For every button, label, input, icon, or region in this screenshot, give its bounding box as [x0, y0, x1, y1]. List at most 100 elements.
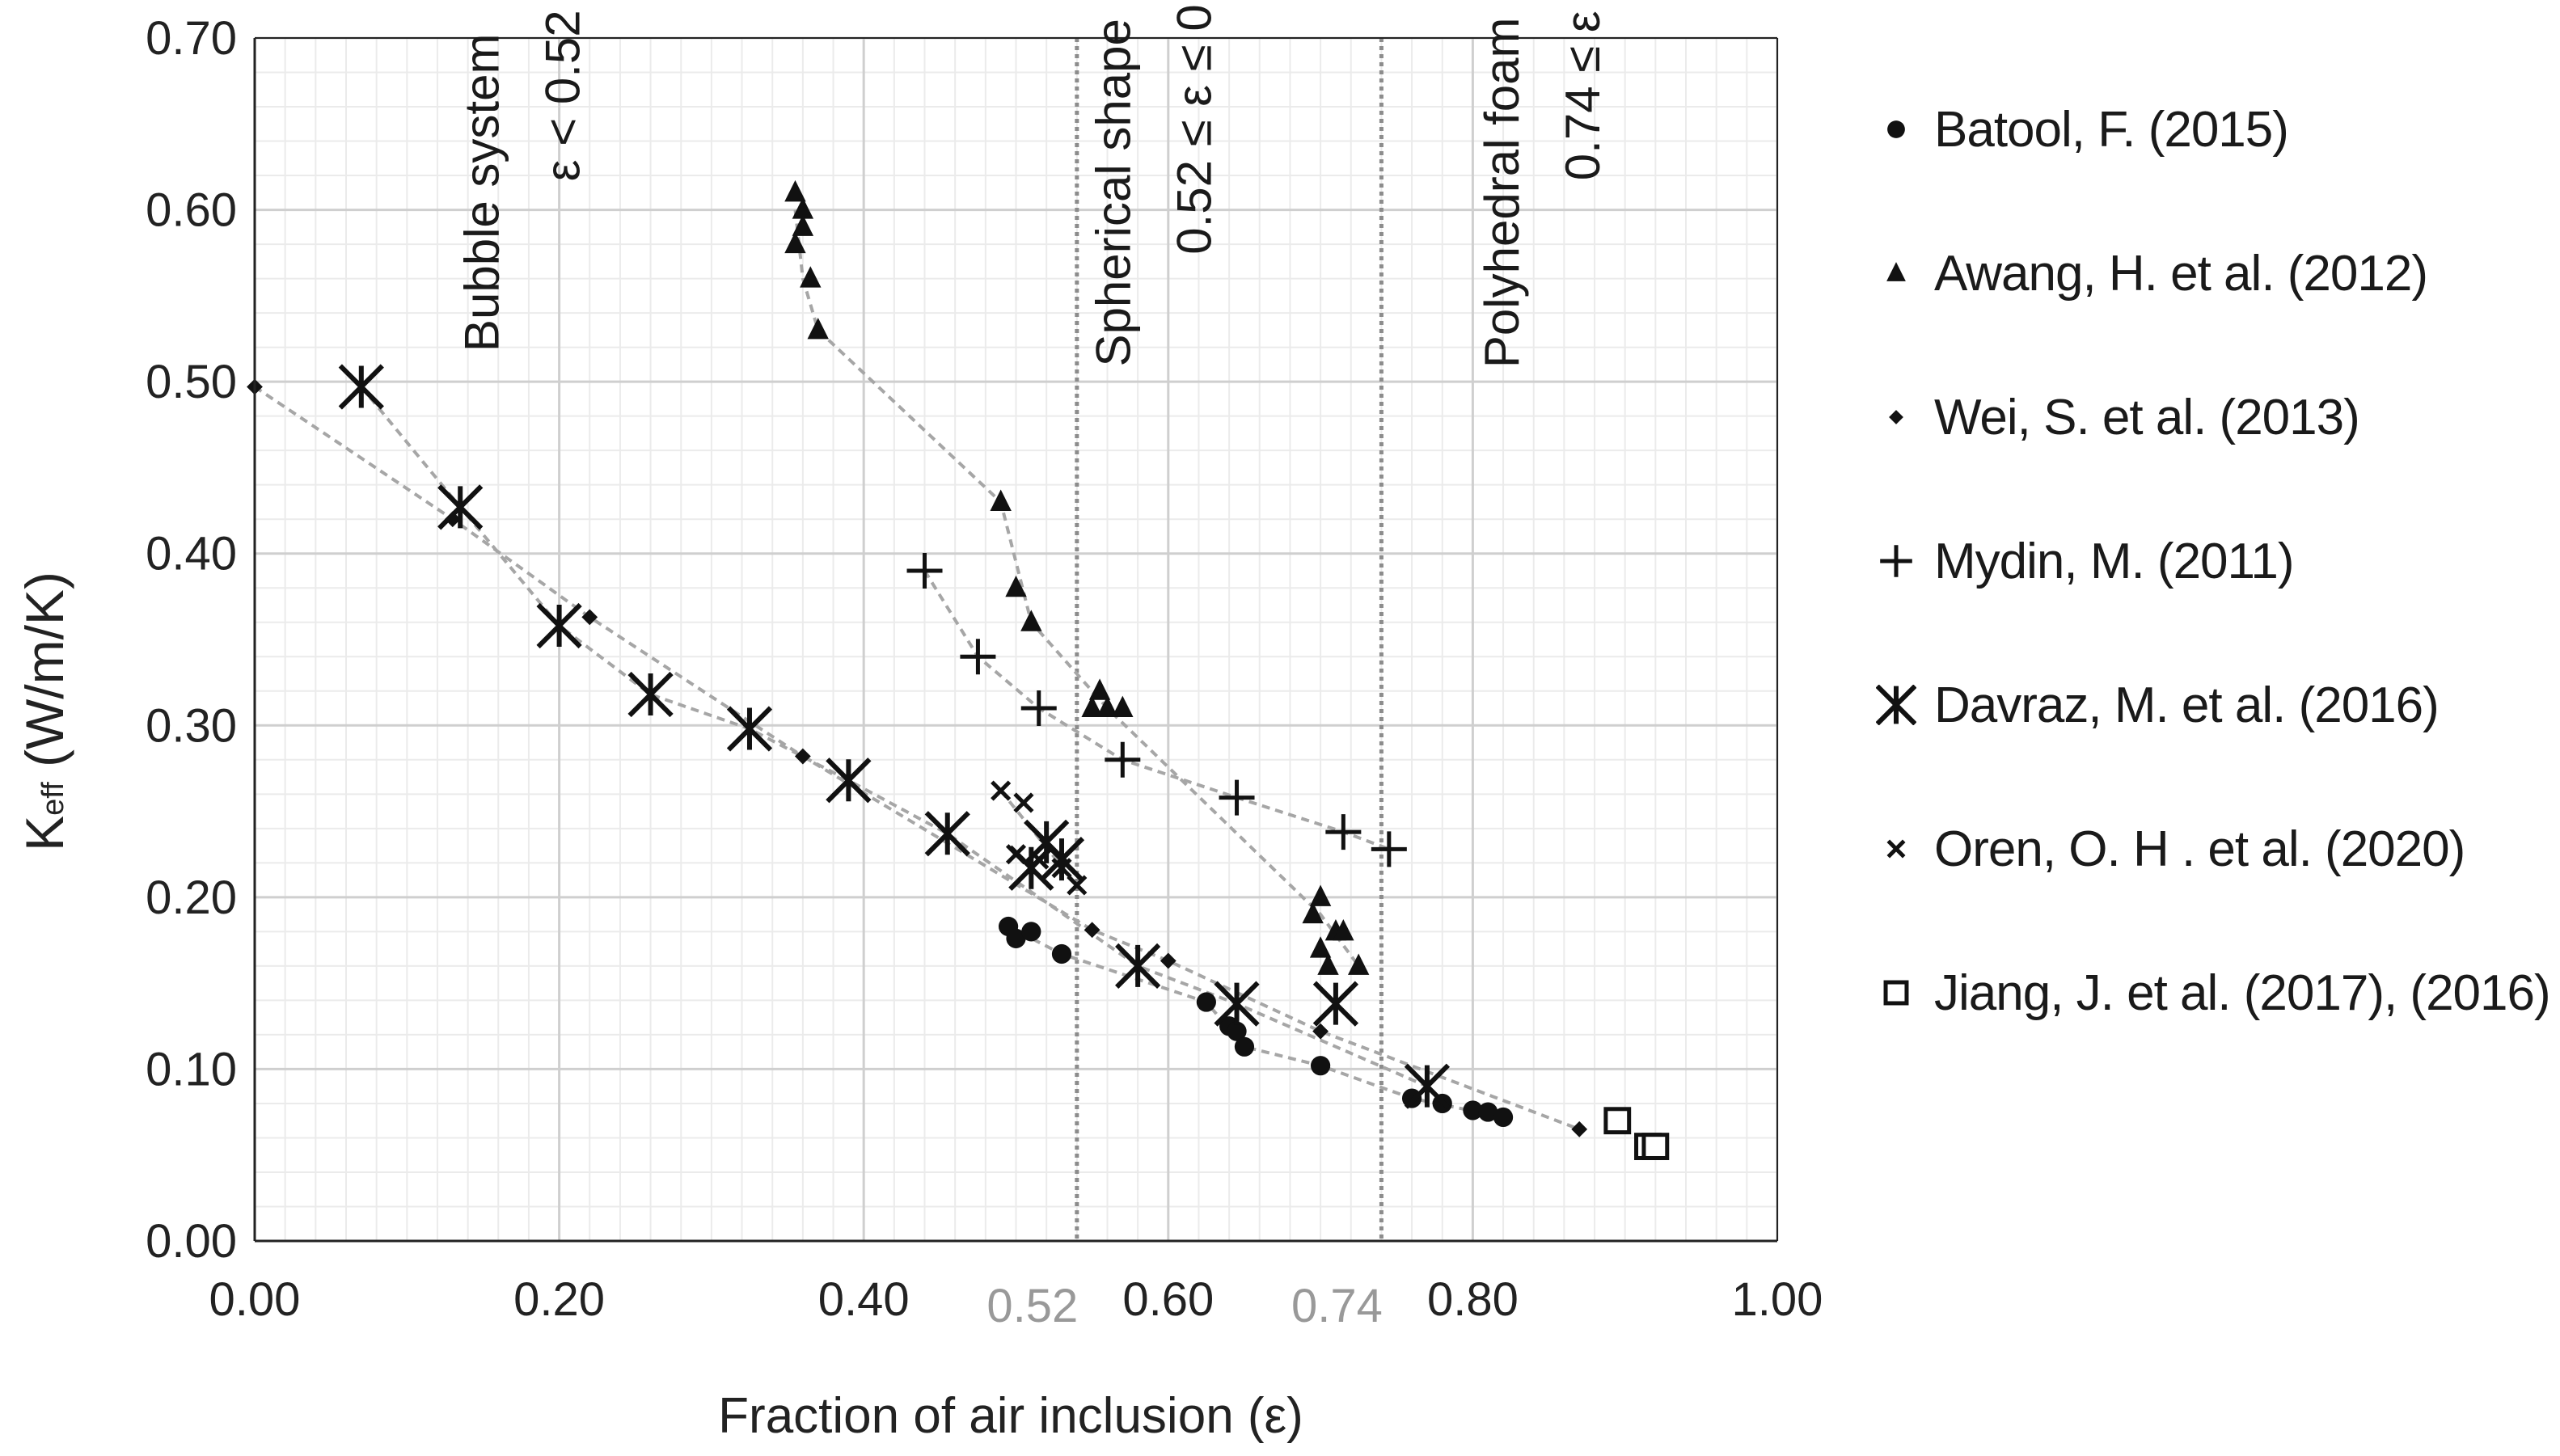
data-point-asterisk	[437, 484, 484, 530]
y-tick-label: 0.50	[146, 356, 237, 408]
legend-item: Wei, S. et al. (2013)	[1876, 377, 2360, 458]
data-point-triangle	[1309, 936, 1332, 958]
y-tick-label: 0.10	[146, 1043, 237, 1095]
data-point-diamond	[1084, 922, 1100, 939]
data-point-diamond	[1160, 952, 1177, 969]
region-labels: Bubble system ε < 0.52 Spherical shape 0.52…	[454, 0, 1610, 368]
region-condition: 0.74 ≤ ε	[1556, 11, 1610, 180]
legend-label: Wei, S. et al. (2013)	[1934, 389, 2360, 445]
y-tick-label: 0.30	[146, 699, 237, 752]
data-point-square	[1603, 1107, 1632, 1135]
legend-marker-diamond-icon	[1889, 410, 1903, 424]
data-point-triangle	[784, 179, 806, 202]
region-label: Polyhedral foam 0.74 ≤ ε	[1475, 11, 1610, 368]
legend-item: Jiang, J. et al. (2017), (2016)	[1876, 952, 2551, 1033]
data-point-triangle	[1302, 901, 1324, 924]
data-point-triangle	[1020, 610, 1042, 631]
legend-marker-shape	[1876, 685, 1916, 725]
data-point-triangle	[990, 489, 1012, 511]
legend-label: Batool, F. (2015)	[1934, 101, 2289, 158]
region-name: Bubble system	[454, 34, 509, 352]
data-point-x	[1005, 844, 1027, 865]
legend-item: Awang, H. et al. (2012)	[1876, 233, 2428, 314]
trend-line-3	[923, 569, 1390, 851]
threshold-label: 0.74	[1291, 1280, 1383, 1332]
data-point-asterisk	[1312, 981, 1359, 1027]
legend-item: Batool, F. (2015)	[1876, 89, 2289, 170]
region-condition: ε < 0.52	[535, 10, 589, 181]
region-name: Polyhedral foam	[1475, 18, 1529, 369]
legend-item: Davraz, M. et al. (2016)	[1876, 665, 2440, 745]
data-point-plus	[1105, 741, 1141, 778]
data-point-circle	[1478, 1102, 1498, 1122]
legend-marker-x-icon	[1886, 839, 1906, 859]
y-axis-label-sub: eff	[36, 782, 70, 816]
y-axis-label: Keff (W/m/K)	[15, 572, 74, 851]
legend-marker-asterisk-icon	[1876, 685, 1916, 725]
data-point-x	[1013, 792, 1034, 813]
data-point-x	[1067, 875, 1088, 896]
data-point-circle	[1051, 943, 1072, 964]
data-point-asterisk	[924, 811, 970, 857]
data-point-square	[1641, 1133, 1670, 1160]
legend-marker-shape	[1889, 410, 1903, 424]
y-axis-label-main: K	[15, 816, 74, 851]
legend-label: Awang, H. et al. (2012)	[1934, 245, 2428, 302]
legend-marker-shape	[1886, 262, 1906, 281]
data-point-circle	[1006, 928, 1026, 948]
data-point-triangle	[1309, 884, 1332, 906]
data-point-plus	[1020, 690, 1057, 727]
data-point-circle	[1227, 1021, 1247, 1041]
data-point-triangle	[792, 197, 814, 219]
data-point-x	[1051, 858, 1072, 879]
x-tick-label: 0.20	[513, 1273, 605, 1326]
data-point-x	[991, 780, 1012, 801]
legend-label: Davraz, M. et al. (2016)	[1934, 677, 2440, 733]
x-tick-label: 0.80	[1427, 1273, 1519, 1326]
data-point-triangle	[1333, 918, 1354, 941]
y-tick-label: 0.60	[146, 184, 237, 237]
data-point-diamond	[581, 609, 598, 626]
region-label: Spherical shape 0.52 ≤ ε ≤ 0.74	[1087, 0, 1222, 366]
y-tick-label: 0.70	[146, 12, 237, 65]
data-point-triangle	[1081, 695, 1103, 718]
legend-marker-shape	[1887, 120, 1905, 138]
data-point-circle	[1196, 992, 1216, 1012]
data-point-circle	[1311, 1056, 1331, 1076]
region-condition: 0.52 ≤ ε ≤ 0.74	[1168, 0, 1222, 255]
legend-marker-shape	[1883, 980, 1909, 1006]
data-point-asterisk	[627, 671, 674, 718]
data-point-diamond	[1571, 1120, 1588, 1137]
data-point-asterisk	[338, 364, 384, 410]
legend-marker-circle-icon	[1887, 120, 1905, 138]
x-axis-label: Fraction of air inclusion (ε)	[718, 1388, 1303, 1444]
y-axis-label-unit: (W/m/K)	[15, 572, 74, 782]
legend-label: Oren, O. H . et al. (2020)	[1934, 821, 2465, 877]
data-point-circle	[1234, 1036, 1255, 1057]
data-point-diamond	[794, 748, 811, 765]
data-point-x	[1029, 849, 1050, 870]
legend-item: Oren, O. H . et al. (2020)	[1876, 808, 2465, 889]
data-point-circle	[1463, 1100, 1483, 1120]
data-point-triangle	[784, 231, 806, 254]
data-point-circle	[1493, 1107, 1514, 1128]
x-tick-label: 0.40	[818, 1273, 910, 1326]
data-point-triangle	[1347, 953, 1370, 975]
region-label: Bubble system ε < 0.52	[454, 10, 589, 352]
y-tick-label: 0.00	[146, 1215, 237, 1268]
data-point-asterisk	[1214, 981, 1260, 1027]
legend-label: Jiang, J. et al. (2017), (2016)	[1934, 964, 2551, 1021]
data-point-diamond	[444, 511, 461, 528]
legend-item: Mydin, M. (2011)	[1876, 521, 2295, 601]
data-point-triangle	[1317, 953, 1339, 975]
data-point-asterisk	[1404, 1063, 1451, 1109]
threshold-label: 0.52	[986, 1280, 1078, 1332]
data-point-asterisk	[1115, 943, 1161, 990]
data-point-plus	[906, 552, 943, 589]
data-markers	[247, 179, 1670, 1160]
data-point-plus	[1219, 779, 1255, 816]
data-point-triangle	[1005, 575, 1027, 597]
data-point-triangle	[1112, 695, 1134, 718]
data-point-plus	[960, 639, 996, 675]
